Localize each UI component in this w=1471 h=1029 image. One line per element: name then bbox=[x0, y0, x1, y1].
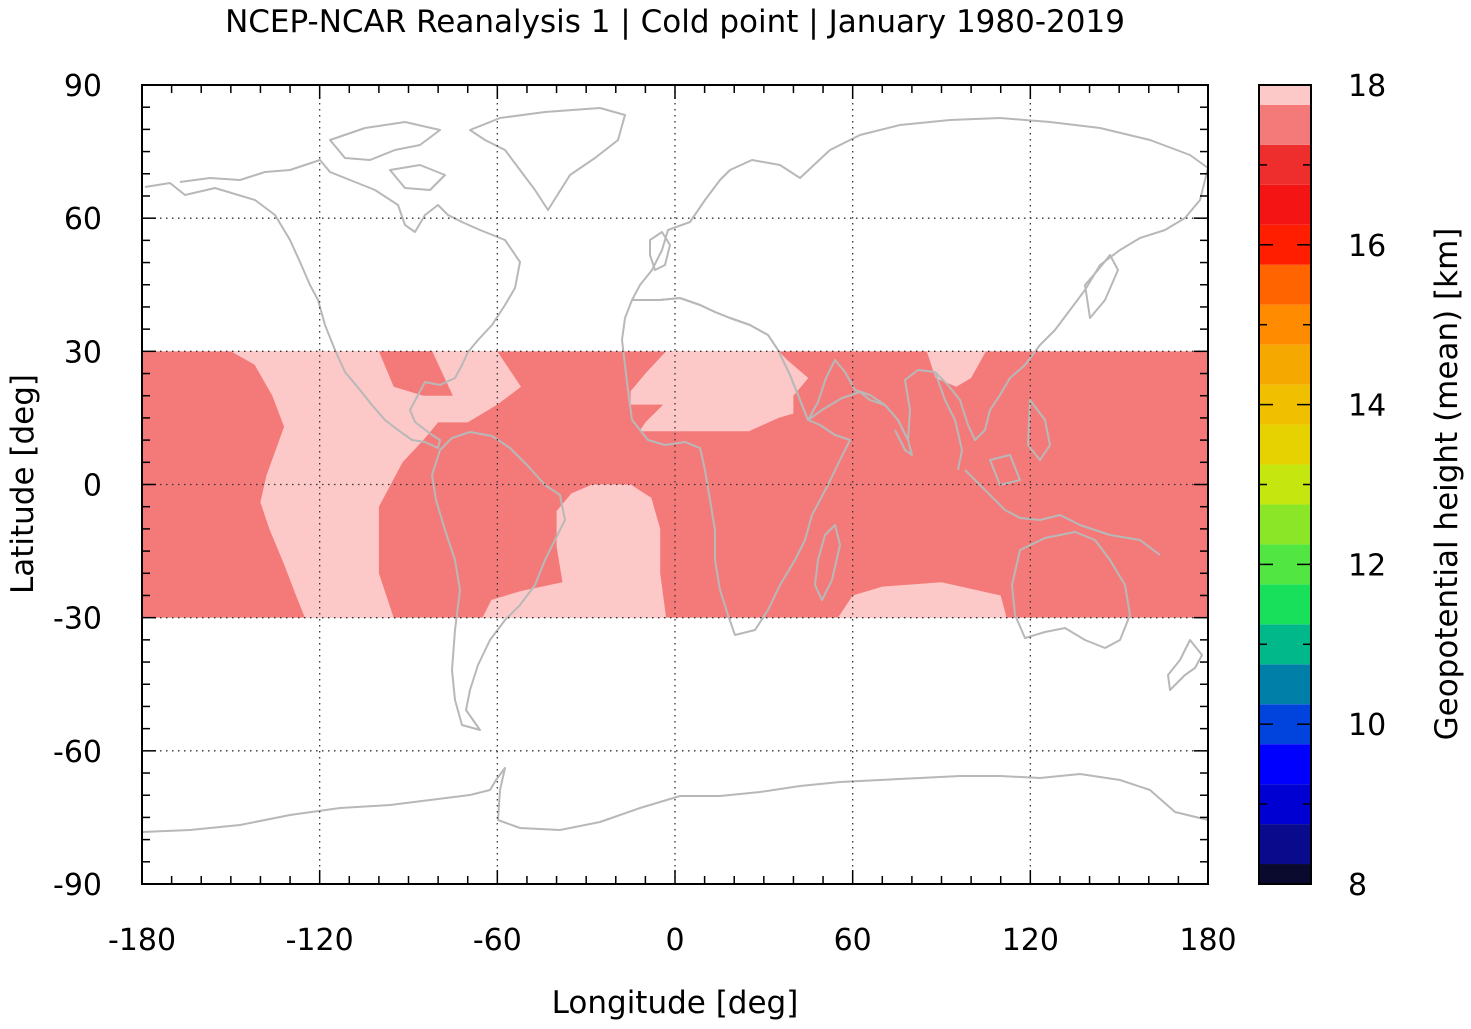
x-axis-label: Longitude [deg] bbox=[552, 985, 799, 1021]
coastline-south-america bbox=[431, 431, 566, 731]
coastline-australia bbox=[1011, 531, 1131, 649]
coastline-new-zealand bbox=[1167, 639, 1203, 691]
colorbar-tick-label: 18 bbox=[1348, 69, 1386, 104]
coastline-north-america bbox=[144, 159, 521, 449]
coastline-africa bbox=[621, 297, 851, 636]
x-tick-labels: -180 -120 -60 0 60 120 180 bbox=[108, 923, 1237, 958]
colorbar-tick-label: 14 bbox=[1348, 389, 1386, 424]
colorbar-swatch bbox=[1259, 464, 1311, 505]
colorbar-swatch bbox=[1259, 624, 1311, 665]
colorbar-swatch bbox=[1259, 344, 1311, 385]
colorbar-swatch bbox=[1259, 864, 1311, 884]
colorbar-ticks bbox=[1259, 84, 1311, 885]
grid bbox=[142, 85, 1208, 884]
y-tick-label: -60 bbox=[53, 735, 102, 770]
colorbar-label: Geopotential height (mean) [km] bbox=[1429, 228, 1465, 741]
coastline-maritime-continent bbox=[964, 399, 1161, 556]
coastline-arctic-islands bbox=[329, 121, 446, 191]
colorbar: 8 10 12 14 16 18 Geopotential height (me… bbox=[1258, 69, 1465, 903]
y-tick-label: 0 bbox=[83, 469, 102, 504]
x-tick-label: -180 bbox=[108, 923, 176, 958]
colorbar-swatch bbox=[1259, 784, 1311, 825]
colorbar-tick-label: 10 bbox=[1348, 708, 1386, 743]
colorbar-swatch bbox=[1259, 504, 1311, 545]
axis-ticks bbox=[141, 84, 1209, 885]
coastline-madagascar bbox=[814, 524, 841, 601]
colorbar-swatch bbox=[1259, 264, 1311, 305]
colorbar-tick-label: 16 bbox=[1348, 229, 1386, 264]
plot-area bbox=[141, 84, 1209, 885]
y-tick-label: -90 bbox=[53, 868, 102, 903]
y-tick-label: 60 bbox=[64, 202, 102, 237]
value-region bbox=[201, 351, 521, 618]
y-tick-label: 90 bbox=[64, 69, 102, 104]
colorbar-swatch bbox=[1259, 424, 1311, 465]
value-regions bbox=[201, 351, 1007, 618]
value-region bbox=[837, 582, 1007, 618]
colorbar-swatch bbox=[1259, 744, 1311, 785]
x-tick-label: 180 bbox=[1179, 923, 1236, 958]
colorbar-swatch bbox=[1259, 184, 1311, 225]
colorbar-swatch bbox=[1259, 104, 1311, 145]
coastline-antarctica bbox=[141, 767, 1209, 833]
coastline-british-isles bbox=[649, 231, 671, 271]
y-tick-label: -30 bbox=[53, 602, 102, 637]
y-tick-label: 30 bbox=[64, 335, 102, 370]
colorbar-swatch bbox=[1259, 584, 1311, 625]
colorbar-tick-labels: 8 10 12 14 16 18 bbox=[1348, 69, 1386, 903]
y-tick-labels: 90 60 30 0 -30 -60 -90 bbox=[53, 69, 102, 903]
x-tick-label: -60 bbox=[473, 923, 522, 958]
y-axis-label: Latitude [deg] bbox=[5, 374, 41, 594]
x-tick-label: 0 bbox=[665, 923, 684, 958]
value-region bbox=[621, 351, 809, 432]
coastline-arabia-india bbox=[807, 371, 963, 471]
x-tick-label: 120 bbox=[1002, 923, 1059, 958]
value-region bbox=[482, 484, 667, 618]
chart-title: NCEP-NCAR Reanalysis 1 | Cold point | Ja… bbox=[225, 4, 1125, 40]
coastline-greenland bbox=[469, 107, 626, 211]
colorbar-tick-label: 8 bbox=[1348, 868, 1367, 903]
colorbar-swatches bbox=[1259, 85, 1311, 884]
x-tick-label: -120 bbox=[286, 923, 354, 958]
colorbar-swatch bbox=[1259, 304, 1311, 345]
colorbar-swatch bbox=[1259, 144, 1311, 185]
coastline-japan bbox=[1084, 254, 1119, 319]
colorbar-swatch bbox=[1259, 824, 1311, 865]
colorbar-swatch bbox=[1259, 85, 1311, 105]
x-tick-label: 60 bbox=[834, 923, 872, 958]
colorbar-tick-label: 12 bbox=[1348, 548, 1386, 583]
colorbar-swatch bbox=[1259, 664, 1311, 705]
coastlines bbox=[141, 107, 1209, 833]
